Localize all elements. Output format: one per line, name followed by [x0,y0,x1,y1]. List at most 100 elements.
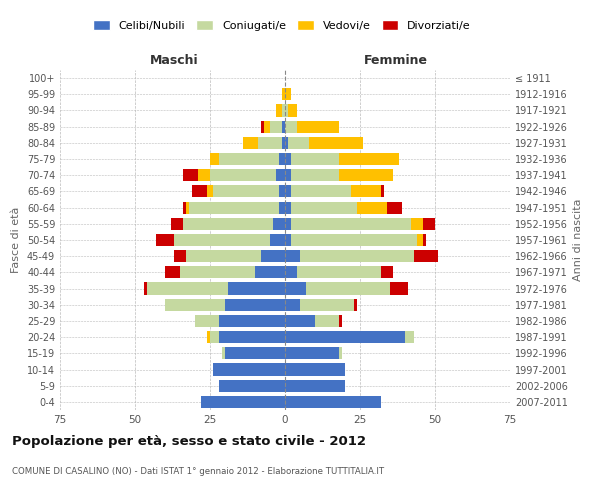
Bar [243,137,258,149]
Text: Femmine: Femmine [364,54,428,67]
Bar [192,186,207,198]
Bar [174,234,270,246]
Bar [279,153,285,165]
Bar [156,234,174,246]
Y-axis label: Anni di nascita: Anni di nascita [573,198,583,281]
Bar [309,137,363,149]
Bar [291,202,357,213]
Bar [165,298,225,311]
Bar [261,250,285,262]
Bar [285,250,300,262]
Bar [423,234,426,246]
Text: Popolazione per età, sesso e stato civile - 2012: Popolazione per età, sesso e stato civil… [12,435,366,448]
Bar [273,218,285,230]
Bar [225,298,285,311]
Bar [219,153,279,165]
Bar [222,348,225,360]
Bar [297,266,381,278]
Bar [270,234,285,246]
Bar [339,315,342,327]
Bar [225,348,285,360]
Bar [285,315,315,327]
Text: Maschi: Maschi [149,54,199,67]
Bar [285,266,297,278]
Bar [285,202,291,213]
Bar [405,331,414,343]
Bar [411,218,423,230]
Bar [285,120,297,132]
Bar [285,218,291,230]
Bar [387,202,402,213]
Bar [285,380,345,392]
Bar [315,315,339,327]
Bar [276,104,282,117]
Bar [357,202,387,213]
Bar [282,104,285,117]
Bar [201,396,285,408]
Bar [285,186,291,198]
Bar [270,120,282,132]
Bar [285,234,291,246]
Legend: Celibi/Nubili, Coniugati/e, Vedovi/e, Divorziati/e: Celibi/Nubili, Coniugati/e, Vedovi/e, Di… [89,16,475,35]
Bar [423,218,435,230]
Bar [219,331,285,343]
Y-axis label: Fasce di età: Fasce di età [11,207,21,273]
Bar [282,137,285,149]
Bar [390,282,408,294]
Bar [189,202,279,213]
Bar [291,234,417,246]
Bar [261,120,264,132]
Bar [285,137,288,149]
Bar [183,169,198,181]
Bar [198,169,210,181]
Bar [285,396,381,408]
Bar [291,153,339,165]
Bar [285,364,345,376]
Bar [381,186,384,198]
Bar [306,282,390,294]
Bar [219,380,285,392]
Bar [282,120,285,132]
Bar [195,315,219,327]
Bar [417,234,423,246]
Bar [339,169,393,181]
Bar [282,88,285,101]
Bar [174,250,186,262]
Bar [147,282,228,294]
Bar [354,298,357,311]
Text: COMUNE DI CASALINO (NO) - Dati ISTAT 1° gennaio 2012 - Elaborazione TUTTITALIA.I: COMUNE DI CASALINO (NO) - Dati ISTAT 1° … [12,468,384,476]
Bar [339,348,342,360]
Bar [183,218,273,230]
Bar [285,348,339,360]
Bar [180,266,255,278]
Bar [144,282,147,294]
Bar [285,331,405,343]
Bar [381,266,393,278]
Bar [414,250,438,262]
Bar [210,153,219,165]
Bar [186,250,261,262]
Bar [165,266,180,278]
Bar [207,331,210,343]
Bar [219,315,285,327]
Bar [285,88,291,101]
Bar [207,186,213,198]
Bar [276,169,285,181]
Bar [285,153,291,165]
Bar [300,298,354,311]
Bar [279,202,285,213]
Bar [171,218,183,230]
Bar [291,169,339,181]
Bar [300,250,414,262]
Bar [183,202,186,213]
Bar [264,120,270,132]
Bar [213,364,285,376]
Bar [213,186,279,198]
Bar [258,137,282,149]
Bar [291,186,351,198]
Bar [285,104,288,117]
Bar [228,282,285,294]
Bar [279,186,285,198]
Bar [291,218,411,230]
Bar [186,202,189,213]
